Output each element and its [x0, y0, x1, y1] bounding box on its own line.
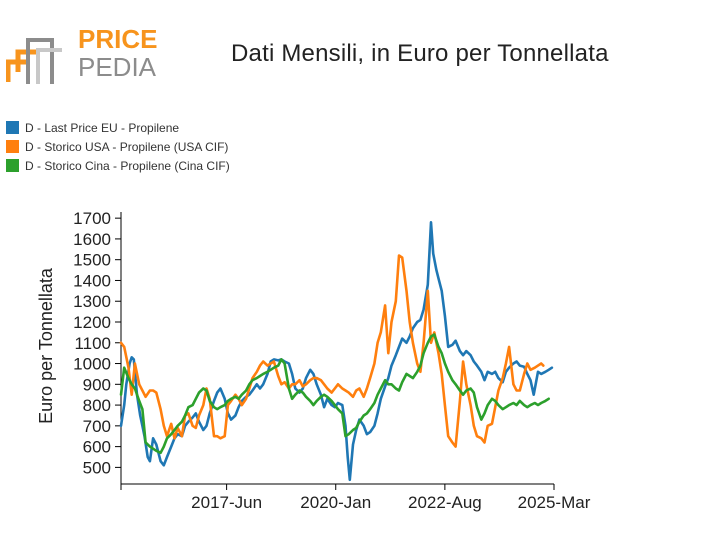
- x-tick-label: 2022-Aug: [408, 493, 482, 512]
- y-tick-label: 1300: [73, 292, 111, 311]
- legend-label-usa: D - Storico USA - Propilene (USA CIF): [25, 139, 229, 154]
- chart-title: Dati Mensili, in Euro per Tonnellata: [231, 40, 609, 67]
- y-tick-label: 1200: [73, 313, 111, 332]
- y-tick-label: 1500: [73, 251, 111, 270]
- legend-swatch-cina: [6, 159, 19, 172]
- y-tick-label: 800: [83, 396, 111, 415]
- logo-text-pedia: PEDIA: [78, 52, 157, 82]
- legend-item-usa[interactable]: D - Storico USA - Propilene (USA CIF): [6, 137, 230, 156]
- y-tick-label: 1700: [73, 209, 111, 228]
- y-tick-label: 1000: [73, 355, 111, 374]
- logo-mark: [6, 38, 62, 84]
- y-tick-label: 1400: [73, 271, 111, 290]
- series-line-2: [119, 333, 551, 455]
- y-tick-label: 1600: [73, 230, 111, 249]
- legend-label-eu: D - Last Price EU - Propilene: [25, 120, 180, 135]
- y-tick-label: 700: [83, 417, 111, 436]
- legend-item-eu[interactable]: D - Last Price EU - Propilene: [6, 118, 230, 137]
- y-tick-label: 1100: [74, 334, 111, 353]
- x-tick-label: 2025-Mar: [518, 493, 591, 512]
- series-lines: [119, 221, 554, 482]
- series-line-1: [119, 254, 545, 448]
- y-tick-label: 600: [83, 438, 111, 457]
- legend-label-cina: D - Storico Cina - Propilene (Cina CIF): [25, 158, 230, 173]
- legend-swatch-usa: [6, 140, 19, 153]
- x-tick-label: 2017-Jun: [191, 493, 262, 512]
- series-line-0: [119, 221, 554, 482]
- legend: D - Last Price EU - Propilene D - Storic…: [6, 118, 230, 175]
- pricepedia-logo: PRICE PEDIA: [6, 24, 157, 84]
- legend-item-cina[interactable]: D - Storico Cina - Propilene (Cina CIF): [6, 156, 230, 175]
- logo-text-price: PRICE: [78, 24, 157, 54]
- y-axis-label: Euro per Tonnellata: [36, 267, 56, 424]
- legend-swatch-eu: [6, 121, 19, 134]
- y-tick-label: 500: [83, 458, 111, 477]
- x-tick-label: 2020-Jan: [300, 493, 371, 512]
- y-tick-label: 900: [83, 375, 111, 394]
